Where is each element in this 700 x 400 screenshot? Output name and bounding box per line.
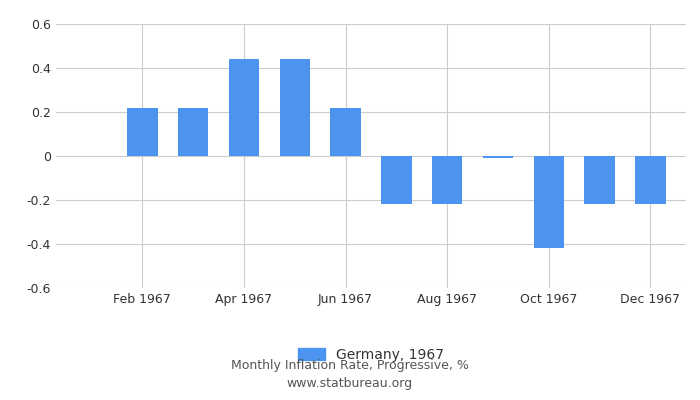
Bar bbox=[229, 59, 259, 156]
Bar bbox=[178, 108, 209, 156]
Bar bbox=[432, 156, 463, 204]
Bar bbox=[382, 156, 412, 204]
Bar bbox=[127, 108, 158, 156]
Text: Monthly Inflation Rate, Progressive, %: Monthly Inflation Rate, Progressive, % bbox=[231, 360, 469, 372]
Bar bbox=[533, 156, 564, 248]
Bar bbox=[330, 108, 360, 156]
Bar bbox=[635, 156, 666, 204]
Bar bbox=[483, 156, 513, 158]
Bar bbox=[279, 59, 310, 156]
Bar bbox=[584, 156, 615, 204]
Text: www.statbureau.org: www.statbureau.org bbox=[287, 378, 413, 390]
Legend: Germany, 1967: Germany, 1967 bbox=[292, 342, 450, 368]
